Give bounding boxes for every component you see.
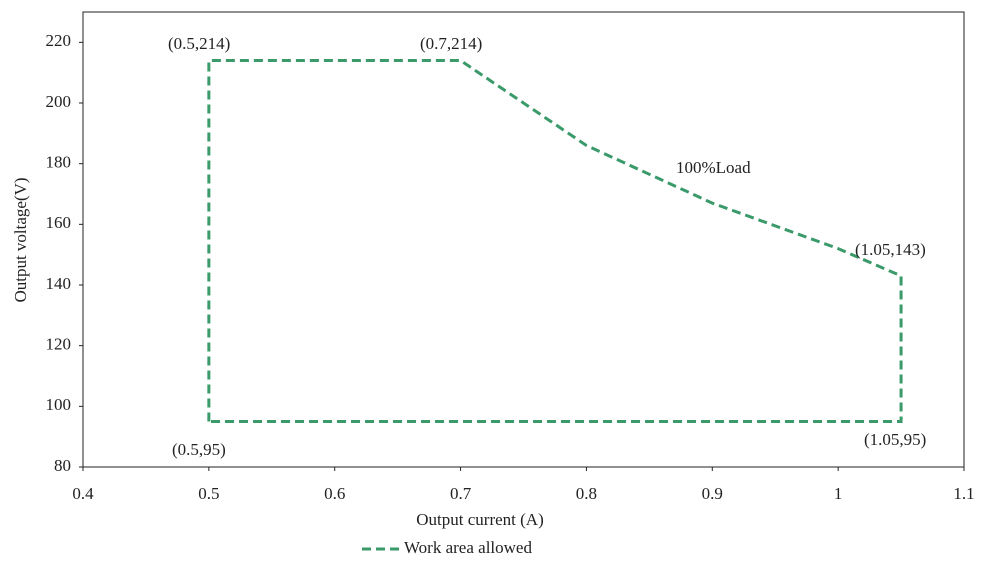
work-area-line <box>207 59 903 423</box>
y-tick-label: 100 <box>46 395 72 414</box>
x-tick-label: 0.7 <box>450 484 472 503</box>
x-tick-label: 0.9 <box>702 484 723 503</box>
x-axis-label: Output current (A) <box>416 510 543 529</box>
y-tick-label: 180 <box>46 153 72 172</box>
x-tick-label: 1.1 <box>953 484 974 503</box>
plot-frame <box>82 11 965 468</box>
annotation: (0.5,95) <box>172 440 226 459</box>
x-tick-label: 1 <box>834 484 843 503</box>
annotation: (1.05,95) <box>864 430 926 449</box>
x-tick-label: 0.8 <box>576 484 597 503</box>
x-tick-label: 0.4 <box>72 484 94 503</box>
y-tick-label: 120 <box>46 335 72 354</box>
annotation: (0.5,214) <box>168 34 230 53</box>
y-tick-label: 160 <box>46 213 72 232</box>
annotation: (0.7,214) <box>420 34 482 53</box>
y-tick-label: 200 <box>46 92 72 111</box>
y-axis-label: Output voltage(V) <box>11 177 30 302</box>
annotation: 100%Load <box>676 158 751 177</box>
x-tick-label: 0.5 <box>198 484 219 503</box>
y-tick-label: 140 <box>46 274 72 293</box>
annotation: (1.05,143) <box>855 240 926 259</box>
y-tick-label: 220 <box>46 31 72 50</box>
x-tick-label: 0.6 <box>324 484 345 503</box>
y-tick-label: 80 <box>54 456 71 475</box>
legend-label: Work area allowed <box>404 538 532 557</box>
